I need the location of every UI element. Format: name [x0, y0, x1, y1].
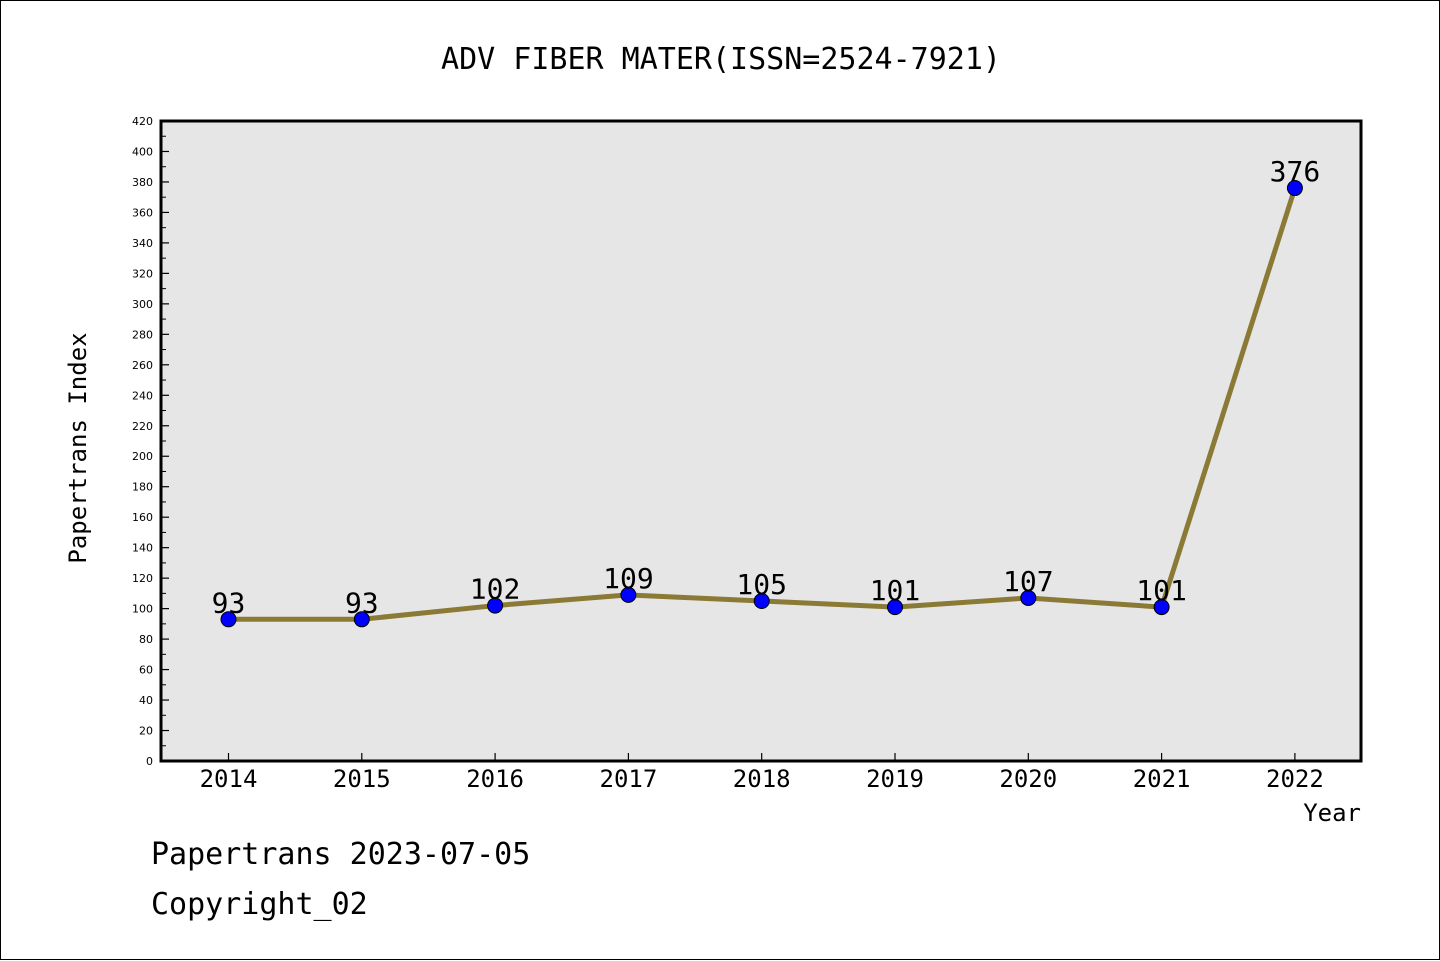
data-label: 109	[603, 562, 654, 595]
plot-area	[159, 119, 1363, 763]
y-tick-label: 360	[132, 206, 153, 219]
y-tick-label: 300	[132, 298, 153, 311]
y-tick-label: 120	[132, 572, 153, 585]
y-tick-label: 140	[132, 542, 153, 555]
x-tick-label: 2016	[466, 765, 524, 793]
y-tick-label: 40	[139, 694, 153, 707]
y-tick-label: 400	[132, 145, 153, 158]
y-tick-label: 220	[132, 420, 153, 433]
data-label: 101	[1136, 574, 1187, 607]
y-tick-label: 160	[132, 511, 153, 524]
data-point	[1153, 599, 1170, 616]
x-tick-label: 2020	[999, 765, 1057, 793]
y-tick-label: 420	[132, 115, 153, 128]
data-point	[353, 611, 370, 628]
y-tick-label: 340	[132, 237, 153, 250]
x-tick-label: 2014	[200, 765, 258, 793]
y-axis: 0 20 40 60 80 100 120 140 160 180 200 220 240 260 280 3…	[132, 115, 169, 768]
y-tick-label: 280	[132, 328, 153, 341]
y-tick-label: 240	[132, 389, 153, 402]
data-label: 107	[1003, 565, 1054, 598]
data-label: 101	[870, 574, 921, 607]
data-point	[1020, 589, 1037, 606]
data-label: 93	[345, 586, 379, 619]
data-labels: 93 93 102 109 105 101 107 101 376	[212, 155, 1321, 619]
data-point	[487, 597, 504, 614]
data-point	[1286, 180, 1303, 197]
y-tick-label: 380	[132, 176, 153, 189]
x-axis-label: Year	[1303, 799, 1361, 827]
y-tick-label: 20	[139, 725, 153, 738]
y-tick-label: 0	[146, 755, 153, 768]
data-label: 105	[736, 568, 787, 601]
x-tick-label: 2015	[333, 765, 391, 793]
footer-date: Papertrans 2023-07-05	[151, 837, 531, 872]
data-point	[220, 611, 237, 628]
y-tick-label: 100	[132, 603, 153, 616]
data-label: 102	[470, 573, 521, 606]
data-point	[753, 593, 770, 609]
y-tick-label: 320	[132, 267, 153, 280]
x-tick-label: 2019	[866, 765, 924, 793]
data-label: 376	[1270, 155, 1321, 188]
y-axis-label: Papertrans Index	[64, 332, 92, 563]
chart-title: ADV FIBER MATER(ISSN=2524-7921)	[441, 42, 1001, 77]
y-tick-label: 80	[139, 633, 153, 646]
x-tick-label: 2018	[733, 765, 791, 793]
footer-copyright: Copyright_02	[151, 887, 368, 922]
data-label: 93	[212, 586, 246, 619]
x-tick-label: 2017	[600, 765, 658, 793]
data-point	[887, 599, 903, 616]
y-tick-label: 180	[132, 481, 153, 494]
x-tick-label: 2021	[1133, 765, 1191, 793]
x-axis: 2014 2015 2016 2017 2018 2019 2020 2021 2022	[200, 753, 1324, 793]
data-point	[620, 586, 637, 603]
y-tick-label: 200	[132, 450, 153, 463]
y-tick-label: 60	[139, 664, 153, 677]
x-tick-label: 2022	[1266, 765, 1324, 793]
series-line	[220, 180, 1303, 628]
y-tick-label: 260	[132, 359, 153, 372]
